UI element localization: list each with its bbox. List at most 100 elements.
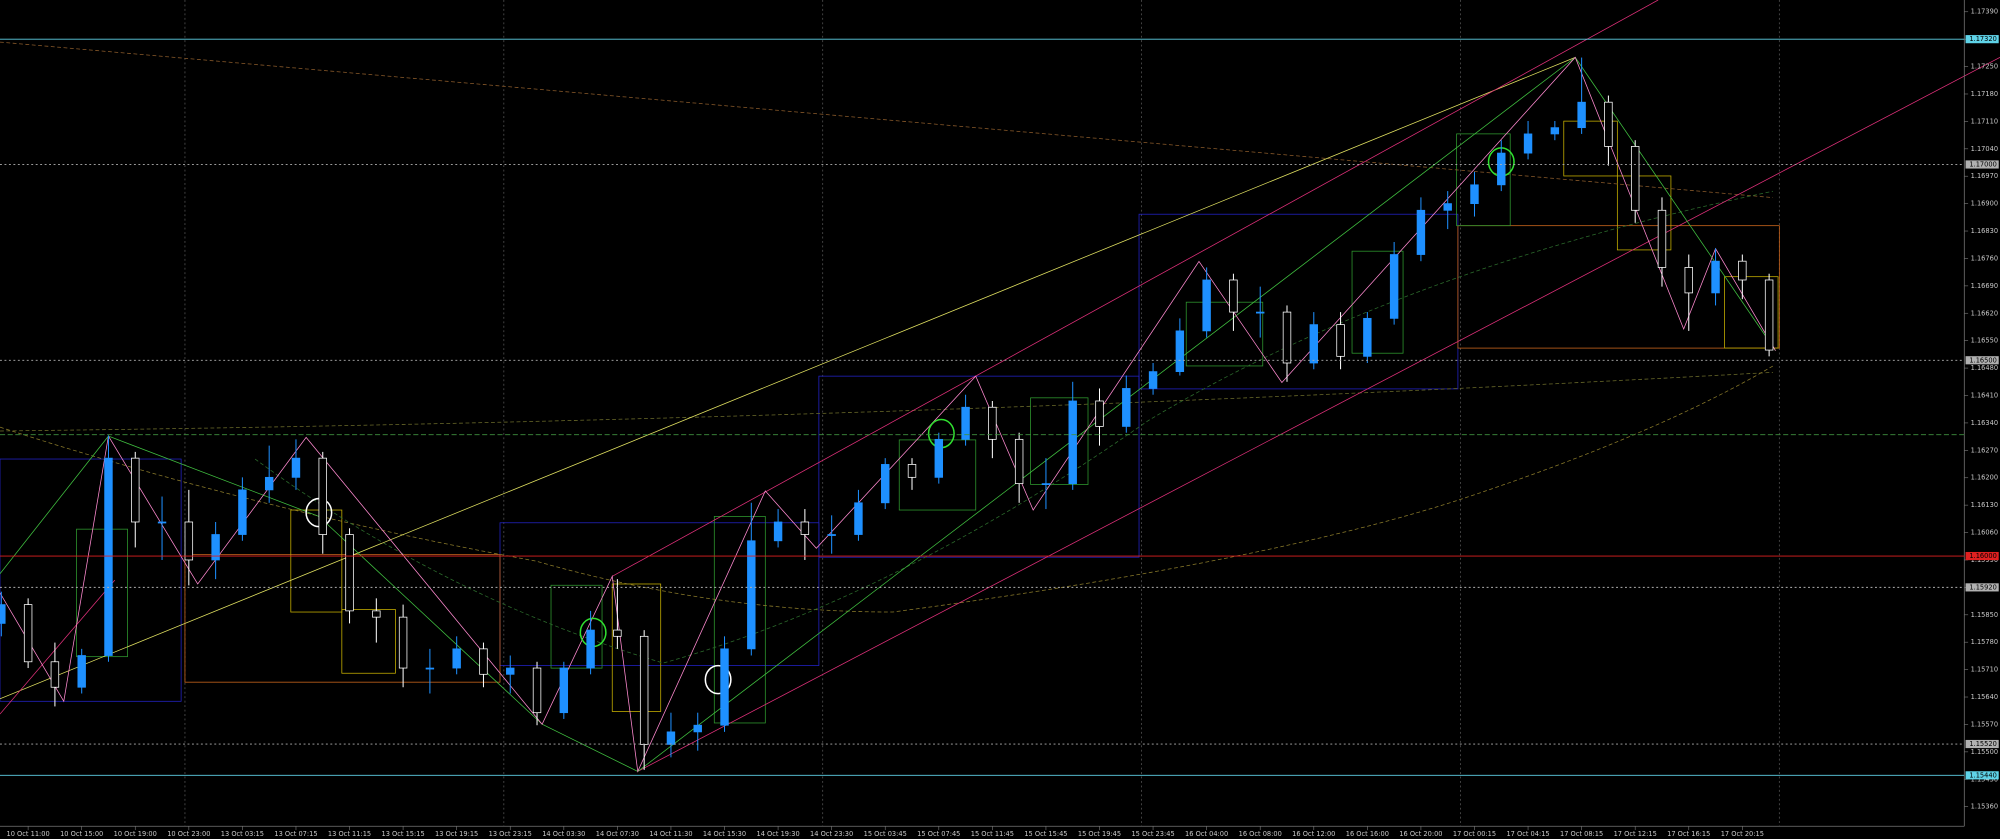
y-tick-label: 1.15710: [1971, 666, 1998, 674]
range-box: [611, 583, 662, 712]
candle-body: [264, 476, 274, 491]
candle-body: [77, 655, 86, 688]
candle-body: [1202, 279, 1211, 332]
candle-body: [1764, 279, 1774, 351]
candle-body: [50, 661, 60, 688]
y-tick-label: 1.15360: [1971, 803, 1998, 811]
range-box: [76, 528, 128, 658]
candle-body: [586, 629, 595, 669]
x-tick-label: 14 Oct 19:30: [756, 830, 799, 838]
candle-body: [506, 667, 515, 675]
candle-body: [988, 406, 997, 440]
price-level-tag: [1965, 160, 1999, 169]
y-tick-label: 1.16900: [1971, 200, 1998, 208]
range-box: [1457, 225, 1780, 349]
candle-body: [666, 731, 676, 745]
range-box: [818, 375, 1140, 558]
candle-body: [1523, 133, 1533, 154]
candle-body: [1443, 203, 1452, 211]
range-box: [1030, 397, 1089, 485]
range-box: [1351, 250, 1404, 354]
x-tick-label: 15 Oct 15:45: [1024, 830, 1067, 838]
candle-body: [1068, 400, 1077, 484]
x-tick-label: 15 Oct 07:45: [917, 830, 960, 838]
candle-body: [1684, 267, 1693, 294]
trend-line: [637, 57, 1576, 772]
x-tick-label: 15 Oct 23:45: [1131, 830, 1174, 838]
candle-body: [1014, 438, 1024, 484]
candle-body: [1148, 371, 1158, 389]
price-level-tag: [1965, 583, 1999, 592]
candle-body: [854, 502, 863, 535]
candle-body: [238, 489, 247, 535]
candle-body: [1363, 317, 1372, 357]
zigzag: [0, 56, 1776, 773]
x-tick-label: 16 Oct 16:00: [1346, 830, 1389, 838]
y-tick-label: 1.16830: [1971, 227, 1998, 235]
candle-body: [881, 464, 890, 504]
candle-body: [1256, 311, 1265, 314]
x-tick-label: 15 Oct 03:45: [864, 830, 907, 838]
price-level-tag: [1965, 739, 1999, 749]
candle-body: [559, 667, 569, 714]
y-tick-label: 1.16970: [1971, 172, 1998, 180]
x-tick-label: 17 Oct 20:15: [1721, 830, 1764, 838]
y-tick-label: 1.16690: [1971, 282, 1998, 290]
range-box: [290, 509, 343, 613]
candle-body: [452, 648, 461, 669]
price-level-label: 1.15440: [1969, 771, 1996, 779]
candle-body: [1470, 184, 1479, 205]
range-box: [341, 609, 396, 674]
y-tick-label: 1.16340: [1971, 419, 1998, 427]
x-tick-label: 15 Oct 19:45: [1078, 830, 1121, 838]
x-tick-label: 15 Oct 11:45: [971, 830, 1014, 838]
x-tick-label: 14 Oct 11:30: [649, 830, 692, 838]
y-tick-label: 1.15570: [1971, 720, 1998, 728]
candle-body: [1604, 101, 1613, 147]
range-box: [1616, 175, 1672, 251]
candle-body: [157, 521, 167, 524]
x-tick-label: 10 Oct 11:00: [7, 830, 50, 838]
candle-body: [479, 648, 488, 675]
price-level-label: 1.17320: [1969, 35, 1996, 43]
price-level-tag: [1965, 771, 1999, 780]
candle-body: [907, 464, 917, 478]
range-box: [550, 584, 603, 669]
x-tick-label: 13 Oct 11:15: [328, 830, 371, 838]
x-tick-label: 17 Oct 04:15: [1506, 830, 1549, 838]
candle-body: [372, 610, 381, 618]
y-tick-label: 1.17250: [1971, 63, 1998, 71]
price-level-label: 1.15520: [1969, 740, 1996, 748]
candle-body: [532, 667, 542, 714]
y-tick-label: 1.16200: [1971, 474, 1998, 482]
candle-body: [318, 457, 327, 535]
y-tick-label: 1.16060: [1971, 529, 1998, 537]
candle-body: [1630, 146, 1640, 211]
candle-body: [1497, 152, 1506, 186]
x-tick-label: 16 Oct 20:00: [1399, 830, 1442, 838]
candle-body: [1229, 279, 1238, 313]
range-box: [713, 516, 766, 724]
y-tick-label: 1.17110: [1971, 117, 1998, 125]
candle-body: [1095, 400, 1104, 427]
x-tick-label: 17 Oct 08:15: [1560, 830, 1603, 838]
y-tick-label: 1.16480: [1971, 364, 1998, 372]
candle-body: [104, 457, 113, 656]
y-tick-label: 1.15500: [1971, 748, 1998, 756]
candle-body: [693, 724, 702, 733]
price-level-label: 1.15920: [1969, 583, 1996, 591]
y-tick-label: 1.16130: [1971, 501, 1998, 509]
y-tick-label: 1.15640: [1971, 693, 1998, 701]
candle-body: [1550, 127, 1560, 135]
price-level-tag: [1965, 35, 1999, 44]
x-tick-label: 13 Oct 07:15: [274, 830, 317, 838]
x-tick-label: 13 Oct 15:15: [382, 830, 425, 838]
yellow-boxes: [290, 120, 1779, 712]
moving-average: [0, 365, 1774, 613]
candle-body: [934, 438, 944, 478]
price-level-label: 1.17000: [1969, 160, 1996, 168]
y-tick-label: 1.17180: [1971, 90, 1998, 98]
candle-body: [639, 635, 649, 745]
